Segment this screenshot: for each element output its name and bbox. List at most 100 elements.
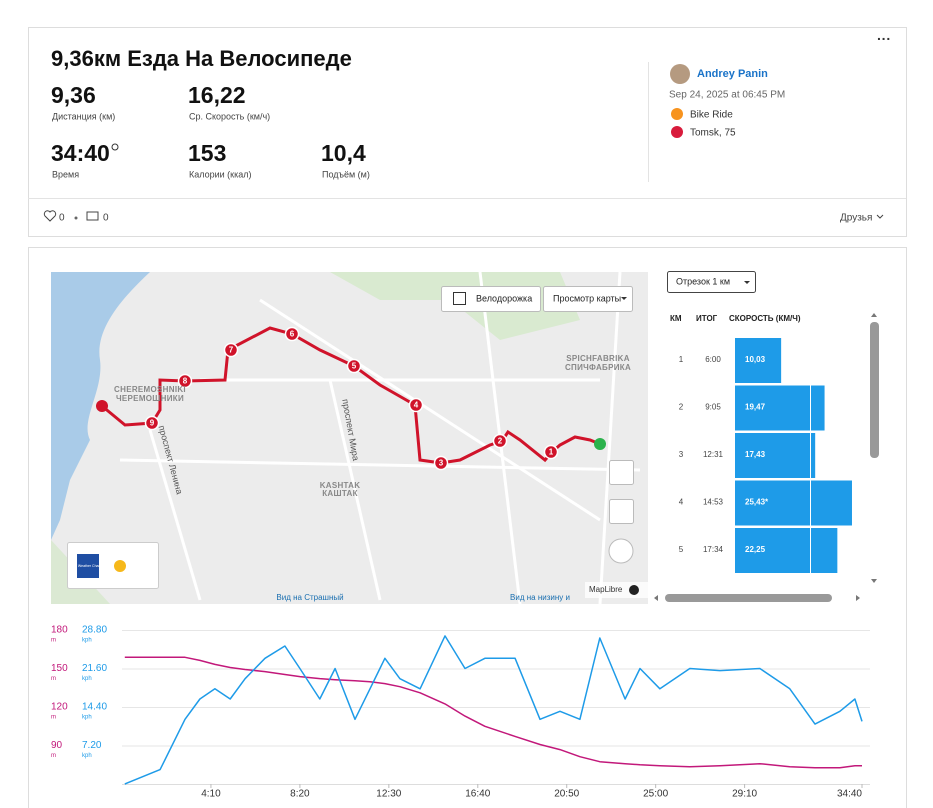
- route-marker-label: 2: [498, 437, 503, 446]
- like-icon[interactable]: [43, 210, 57, 222]
- y-unit: m: [51, 715, 56, 721]
- more-menu[interactable]: ···: [877, 31, 891, 47]
- route-marker-label: 7: [229, 346, 234, 355]
- split-km: 3: [679, 450, 684, 459]
- speed-label: 17,43: [745, 450, 766, 459]
- horizontal-scrollbar[interactable]: [665, 594, 832, 602]
- poi-label: Вид на низину и: [510, 593, 570, 602]
- info-icon[interactable]: [629, 585, 639, 595]
- route-marker: [144, 415, 160, 431]
- map[interactable]: 1 2 3 4 5 6 7 8 9 CHEREMOSHNIKI ЧЕРЕМОШНИКИ SPIC…: [51, 271, 648, 605]
- fit-button[interactable]: [609, 499, 634, 524]
- stat-value: 153: [188, 140, 226, 166]
- route-marker: [492, 433, 508, 449]
- fullscreen-button[interactable]: [609, 460, 634, 485]
- caret: [744, 281, 750, 284]
- route-end: [594, 438, 606, 450]
- location-icon: [671, 126, 683, 138]
- speed-bar: [735, 385, 825, 431]
- route-marker-label: 1: [549, 448, 554, 457]
- column-header: ИТОГ: [696, 314, 718, 323]
- map-view-dropdown[interactable]: [543, 286, 633, 312]
- time-icon: [111, 143, 119, 151]
- route-marker: [284, 326, 300, 342]
- activity-title: 9,36км Езда На Велосипеде: [51, 46, 352, 71]
- map-label: ЧЕРЕМОШНИКИ: [116, 394, 184, 403]
- speed-bar: [735, 433, 816, 478]
- split-selector[interactable]: [667, 271, 756, 293]
- y-tick-label: 120: [51, 702, 68, 713]
- caret: [621, 297, 627, 300]
- route-marker: [433, 455, 449, 471]
- stat-label: Калории (ккал): [189, 169, 252, 179]
- separator: [74, 216, 78, 220]
- activity-type: Bike Ride: [690, 110, 733, 121]
- split-time: 6:00: [705, 355, 721, 364]
- bike-lanes-toggle[interactable]: [441, 286, 541, 312]
- speed-label: 25,43*: [745, 498, 769, 507]
- speed-bar: [735, 338, 782, 383]
- series-line: [124, 656, 862, 769]
- author-name[interactable]: Andrey Panin: [697, 68, 768, 80]
- visibility[interactable]: Друзья: [840, 213, 872, 224]
- y2-unit: kph: [82, 676, 92, 682]
- y2-tick-label: 7.20: [82, 740, 102, 751]
- route-marker-label: 6: [290, 330, 295, 339]
- selector-label: Отрезок 1 км: [676, 276, 730, 286]
- y2-unit: kph: [82, 753, 92, 759]
- checkbox[interactable]: [453, 292, 466, 305]
- x-tick-label: 20:50: [554, 789, 579, 800]
- activity-date: Sep 24, 2025 at 06:45 PM: [669, 90, 785, 101]
- location: Tomsk, 75: [690, 128, 736, 139]
- avatar[interactable]: [670, 64, 690, 84]
- stat-value: 10,4: [321, 140, 366, 166]
- y-unit: m: [51, 676, 56, 682]
- x-tick-label: 25:00: [643, 789, 668, 800]
- stat-label: Время: [52, 169, 79, 179]
- stat-value: 34:40: [51, 140, 110, 166]
- route-marker-label: 5: [352, 362, 357, 371]
- roads: [119, 271, 641, 605]
- attribution[interactable]: MapLibre: [589, 585, 623, 594]
- activity-icon: [671, 108, 683, 120]
- map-label: SPICHFABRIKA: [566, 354, 630, 363]
- elevation-speed-chart: 90 m 120 m 150 m 180 m 7.20 kph 14.40 kph 21.60 kph 28…: [51, 625, 870, 800]
- x-tick-label: 29:10: [732, 789, 757, 800]
- x-tick-label: 4:10: [201, 789, 221, 800]
- split-km: 4: [679, 498, 684, 507]
- header-card: [28, 27, 907, 237]
- y-tick-label: 90: [51, 740, 63, 751]
- map-label: KASHTAK: [320, 481, 361, 490]
- split-time: 14:53: [703, 498, 724, 507]
- dropdown-label: Просмотр карты: [553, 293, 621, 303]
- map-label: СПИЧФАБРИКА: [565, 363, 631, 372]
- column-header: КМ: [670, 314, 682, 323]
- weather-logo-text: The Weather Channel: [71, 564, 105, 568]
- vertical-scrollbar[interactable]: [870, 322, 879, 458]
- weather-icon: [114, 560, 126, 572]
- route-marker-label: 3: [439, 459, 444, 468]
- stat-label: Ср. Скорость (км/ч): [189, 111, 270, 121]
- weather-logo: [77, 554, 99, 578]
- stat-value: 16,22: [188, 82, 246, 108]
- river: [51, 272, 150, 540]
- speed-label: 10,03: [745, 355, 766, 364]
- route-marker: [346, 358, 362, 374]
- compass-button[interactable]: [608, 538, 634, 564]
- poi-label: Вид на Страшный: [276, 593, 343, 602]
- map-label: CHEREMOSHNIKI: [114, 385, 186, 394]
- route-marker: [408, 397, 424, 413]
- route-marker-label: 4: [414, 401, 419, 410]
- y2-tick-label: 28.80: [82, 625, 107, 636]
- x-tick-label: 12:30: [376, 789, 401, 800]
- speed-label: 22,25: [745, 545, 766, 554]
- split-time: 17:34: [703, 545, 724, 554]
- series-line: [124, 635, 863, 785]
- speed-bar: [735, 528, 838, 573]
- route-marker: [223, 342, 239, 358]
- y2-tick-label: 14.40: [82, 702, 107, 713]
- split-time: 12:31: [703, 450, 724, 459]
- y-unit: m: [51, 753, 56, 759]
- comment-icon[interactable]: [86, 211, 99, 221]
